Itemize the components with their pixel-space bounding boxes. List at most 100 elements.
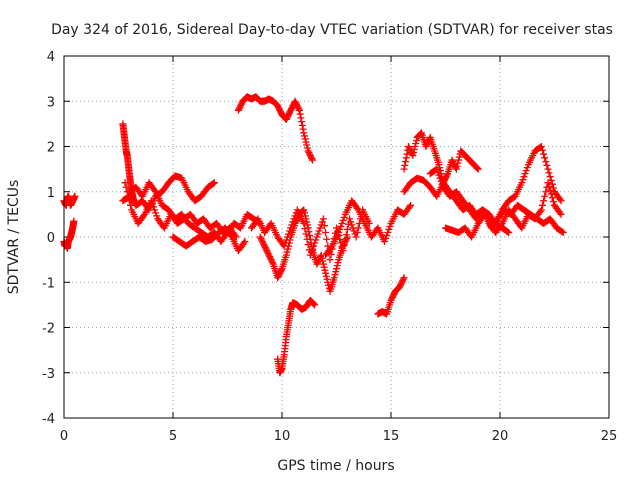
data-point: [396, 283, 404, 291]
data-point: [452, 164, 460, 172]
data-point: [434, 168, 442, 176]
data-point: [333, 262, 341, 270]
data-point: [291, 97, 299, 105]
data-point: [539, 146, 547, 154]
data-point: [388, 293, 396, 301]
x-tick-label: 0: [60, 429, 68, 444]
data-point: [257, 235, 265, 243]
data-point: [547, 190, 555, 198]
data-point: [504, 228, 512, 236]
data-point: [407, 201, 415, 209]
data-point: [519, 176, 527, 184]
data-point: [382, 235, 390, 243]
data-point: [385, 225, 393, 233]
data-point: [401, 161, 409, 169]
data-point: [292, 218, 300, 226]
data-point: [70, 217, 78, 225]
data-point: [536, 207, 544, 215]
data-point: [317, 221, 325, 229]
data-point: [556, 209, 564, 217]
data-point: [298, 118, 306, 126]
data-point: [285, 111, 293, 119]
data-point: [557, 197, 565, 205]
data-point: [336, 225, 344, 233]
data-point: [306, 152, 314, 160]
data-point: [544, 165, 552, 173]
chart-title: Day 324 of 2016, Sidereal Day-to-day VTE…: [51, 22, 613, 38]
data-point: [268, 257, 276, 265]
data-point: [537, 143, 545, 150]
data-point: [300, 206, 308, 214]
data-point: [333, 265, 340, 273]
data-point: [389, 292, 397, 300]
data-point: [423, 139, 431, 147]
data-point: [304, 224, 312, 232]
data-point: [303, 141, 311, 149]
series-seg12: [322, 197, 415, 259]
data-point: [266, 254, 274, 262]
data-point: [402, 158, 410, 166]
data-point: [236, 103, 244, 111]
series-seg10: [256, 206, 351, 295]
y-tick-label: -1: [42, 276, 55, 291]
data-point: [537, 206, 545, 214]
data-point: [542, 188, 550, 196]
data-point: [277, 268, 285, 276]
data-point: [303, 221, 311, 229]
data-point: [235, 105, 243, 113]
data-point: [318, 254, 326, 262]
x-tick-label: 15: [383, 429, 400, 444]
data-point: [353, 228, 361, 236]
data-point: [294, 103, 302, 111]
data-point: [422, 143, 430, 150]
x-tick-label: 25: [601, 429, 618, 444]
data-point: [410, 146, 418, 154]
data-point: [148, 200, 156, 208]
data-point: [348, 221, 356, 229]
data-point: [522, 167, 530, 175]
data-point: [241, 238, 249, 246]
data-point: [335, 228, 343, 236]
data-point: [404, 143, 412, 150]
data-points: [60, 93, 567, 377]
data-point: [266, 253, 274, 261]
data-point: [316, 224, 324, 232]
data-point: [387, 296, 395, 304]
data-point: [305, 149, 313, 157]
data-point: [332, 268, 340, 276]
data-point: [309, 156, 317, 164]
data-point: [260, 241, 268, 249]
data-point: [276, 106, 284, 114]
data-point: [293, 216, 301, 224]
y-tick-label: 3: [47, 95, 55, 110]
data-point: [436, 174, 444, 182]
data-point: [301, 135, 309, 143]
y-axis-label: SDTVAR / TECUs: [6, 180, 22, 295]
data-point: [405, 144, 413, 152]
data-point: [285, 239, 293, 247]
data-point: [295, 105, 303, 113]
data-point: [542, 158, 550, 166]
data-point: [315, 227, 323, 235]
plot-frame: [63, 55, 610, 419]
data-point: [546, 186, 554, 194]
data-point: [333, 224, 340, 232]
data-point: [435, 161, 443, 169]
data-point: [274, 274, 282, 282]
data-point: [540, 197, 548, 205]
data-point: [321, 266, 329, 274]
data-point: [397, 280, 405, 288]
data-point: [261, 242, 269, 250]
y-tick-label: 4: [47, 50, 55, 65]
data-point: [274, 272, 282, 280]
data-point: [350, 227, 358, 235]
data-point: [559, 228, 567, 236]
data-point: [520, 173, 528, 181]
data-point: [354, 224, 362, 232]
data-point: [305, 228, 313, 236]
data-point: [150, 206, 158, 214]
data-point: [449, 158, 457, 166]
data-point: [322, 228, 330, 236]
data-point: [521, 170, 529, 178]
